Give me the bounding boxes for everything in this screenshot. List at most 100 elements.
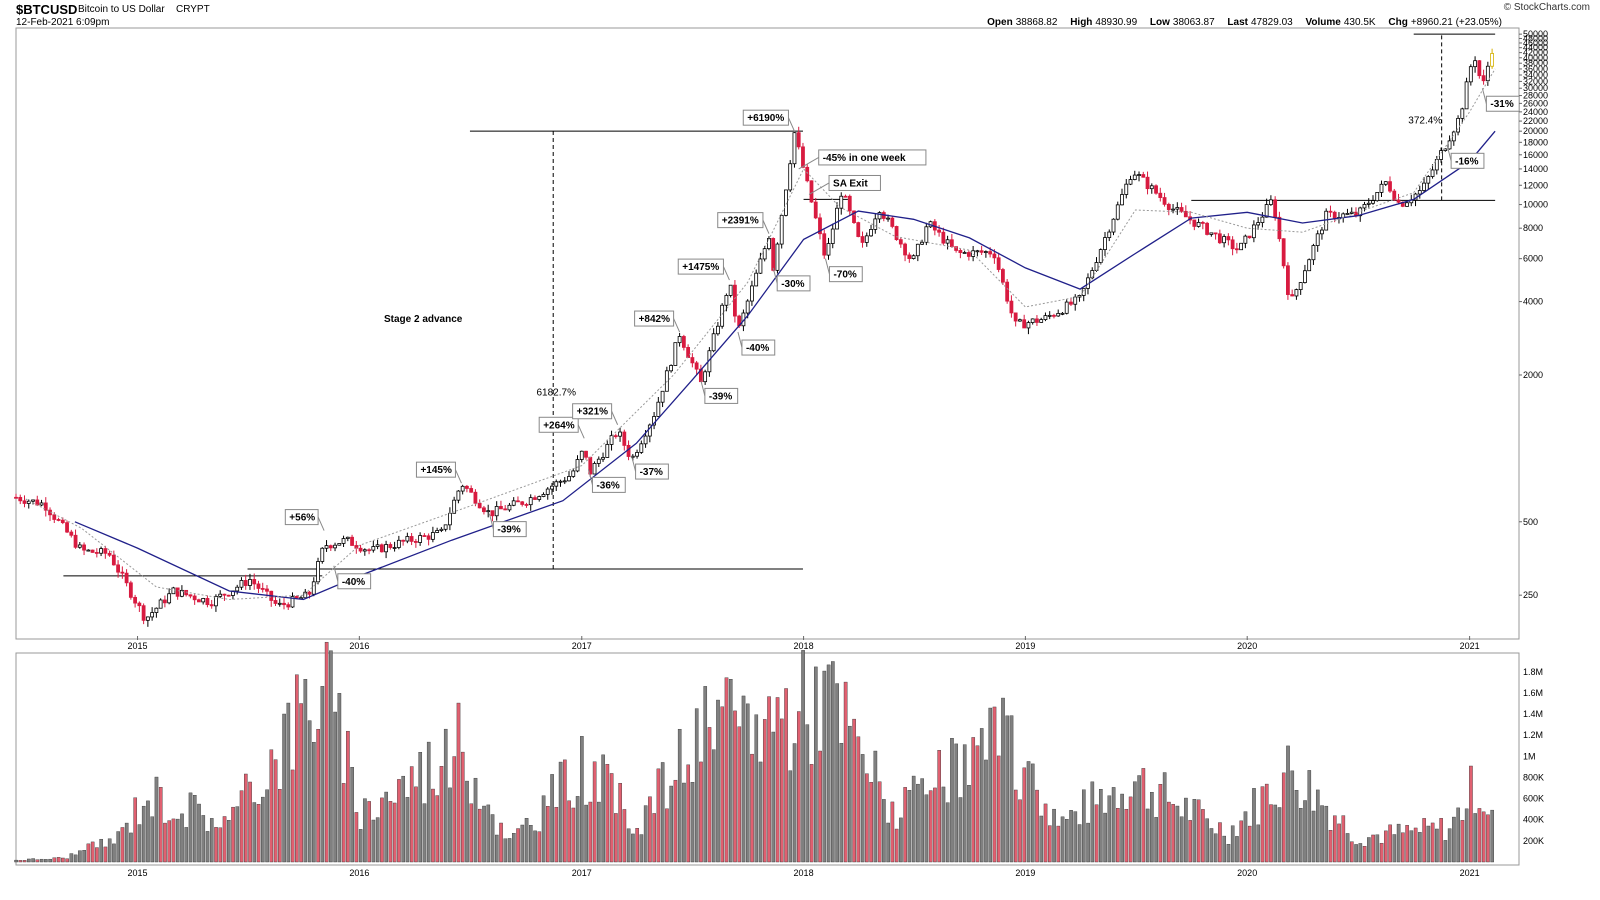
volume-bar xyxy=(1350,841,1354,863)
volume-bar xyxy=(192,795,197,863)
candle xyxy=(924,226,929,243)
candle xyxy=(1417,190,1422,195)
candle xyxy=(971,250,976,257)
volume-bar xyxy=(814,666,818,863)
candle xyxy=(1145,176,1150,190)
candle xyxy=(520,501,525,505)
annotation-box xyxy=(572,403,613,420)
candle xyxy=(1052,314,1056,317)
candle xyxy=(1388,181,1392,192)
annotation-box xyxy=(538,416,579,433)
candle xyxy=(473,491,478,504)
volume-bar xyxy=(865,773,869,863)
volume-bar xyxy=(1175,805,1180,863)
annotation-pointer xyxy=(798,157,819,170)
volume-bar xyxy=(1456,807,1460,863)
candle xyxy=(1383,181,1388,185)
candle xyxy=(941,231,946,244)
candle xyxy=(133,596,138,604)
candle xyxy=(1307,259,1312,272)
volume-bar xyxy=(758,761,763,863)
candle xyxy=(788,163,793,191)
volume-bar xyxy=(22,860,27,863)
volume-bar xyxy=(728,679,733,863)
volume-bar xyxy=(290,769,295,863)
candle xyxy=(1375,192,1380,202)
volume-bar xyxy=(1005,715,1010,863)
candle xyxy=(877,212,882,220)
volume-bar xyxy=(86,843,91,863)
price-tick-label: 32000 xyxy=(1523,76,1548,86)
volume-bar xyxy=(209,818,214,863)
volume-bar xyxy=(346,730,350,863)
candle xyxy=(209,604,214,607)
annotation-text: Stage 2 advance xyxy=(384,314,463,325)
candle xyxy=(1094,262,1099,271)
volume-bar xyxy=(146,800,150,863)
candle xyxy=(584,450,588,458)
volume-bar xyxy=(1213,833,1218,863)
volume-bar xyxy=(716,699,720,863)
volume-bar xyxy=(1196,799,1201,863)
volume-bar xyxy=(312,742,316,863)
candle xyxy=(792,132,797,165)
volume-bar xyxy=(677,728,682,863)
candle xyxy=(384,544,388,553)
candle xyxy=(1005,281,1010,302)
volume-bar xyxy=(979,728,984,863)
volume-bar xyxy=(1026,761,1031,863)
price-tick-label: 46000 xyxy=(1523,38,1548,48)
annotation-label: +842% xyxy=(634,310,675,327)
volume-bar xyxy=(945,802,950,863)
volume-bar xyxy=(422,803,427,863)
annotation-box xyxy=(677,258,724,275)
volume-bar xyxy=(886,822,890,863)
volume-bar xyxy=(197,803,201,863)
candle xyxy=(1001,269,1005,283)
candle xyxy=(1379,183,1384,193)
annotation-text: -40% xyxy=(746,343,769,354)
candle xyxy=(175,587,180,597)
candle xyxy=(822,233,827,256)
annotation-label: -40% xyxy=(741,339,776,356)
volume-bar xyxy=(1065,819,1069,863)
candle xyxy=(907,254,912,259)
volume-bar xyxy=(1124,808,1129,863)
volume-bar xyxy=(711,749,716,863)
price-x-tick-label: 2021 xyxy=(1460,641,1480,651)
candle xyxy=(290,596,295,608)
candle xyxy=(1230,239,1235,250)
volume-bar xyxy=(1179,816,1184,863)
volume-bar xyxy=(882,799,886,863)
candle xyxy=(656,401,661,417)
candle xyxy=(558,480,563,483)
volume-bar xyxy=(1273,804,1278,863)
low-label: Low xyxy=(1149,17,1170,28)
annotation-pointer xyxy=(1481,88,1487,104)
volume-bar xyxy=(171,818,176,863)
volume-bar xyxy=(665,808,669,863)
candle xyxy=(979,250,984,253)
annotation-pointer xyxy=(631,455,637,472)
volume-bar xyxy=(78,850,82,863)
volume-bar xyxy=(626,828,631,863)
price-tick-label: 24000 xyxy=(1523,107,1548,117)
annotation-text: -16% xyxy=(1455,156,1478,167)
candle xyxy=(316,561,320,583)
candle xyxy=(201,598,206,603)
candle xyxy=(86,549,91,552)
candle xyxy=(1473,60,1477,68)
annotation-pointer xyxy=(700,380,706,397)
candle xyxy=(65,522,69,533)
candle xyxy=(703,371,708,383)
candle xyxy=(439,528,444,531)
volume-bar xyxy=(1009,715,1014,863)
candle xyxy=(180,589,184,597)
brand-logo: © StockCharts.com xyxy=(1503,2,1590,13)
volume-bar xyxy=(605,764,610,863)
volume-bar xyxy=(1022,767,1027,863)
volume-bar xyxy=(226,820,231,863)
price-tick-label: 42000 xyxy=(1523,48,1548,58)
candle xyxy=(784,189,788,216)
annotation-text: 6182.7% xyxy=(537,387,577,398)
